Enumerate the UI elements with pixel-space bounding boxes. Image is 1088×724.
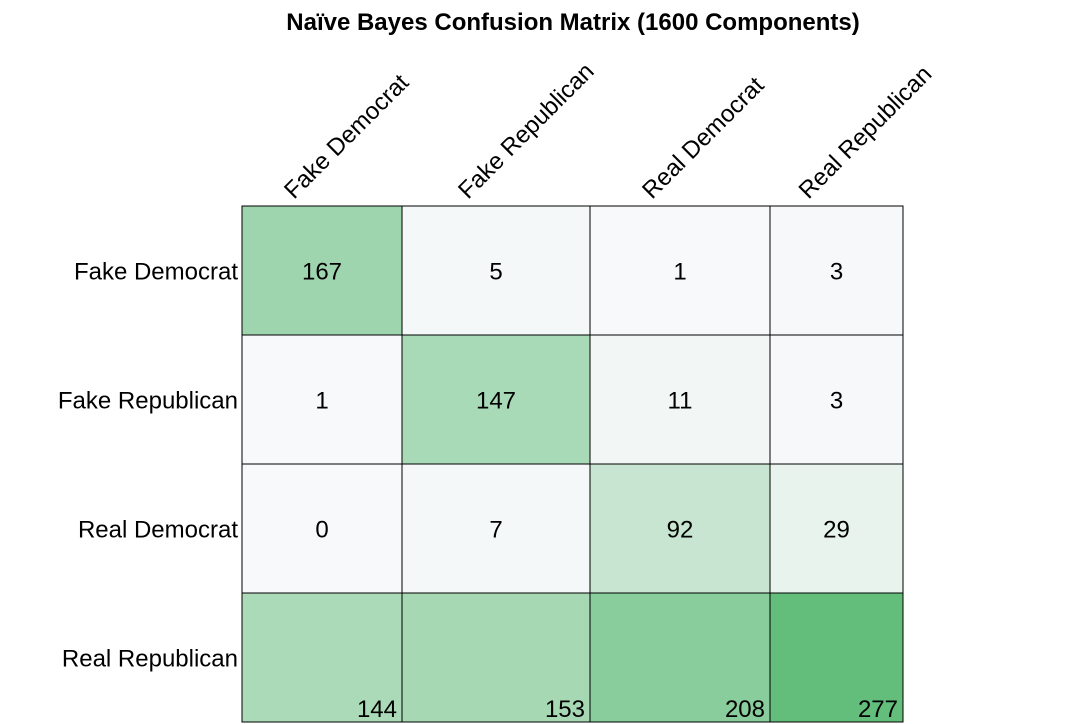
cell-value-label: 3 <box>830 388 843 415</box>
matrix-cell <box>769 463 904 594</box>
cell-value-label: 92 <box>667 517 694 544</box>
cell-value-label: 5 <box>489 259 502 286</box>
matrix-cell <box>769 334 904 465</box>
row-label: Real Democrat <box>78 517 238 544</box>
matrix-cell <box>401 205 591 336</box>
matrix-cell <box>589 592 771 723</box>
matrix-cell <box>401 592 591 723</box>
cell-value-label: 277 <box>858 696 898 723</box>
cell-value-label: 1 <box>673 259 686 286</box>
cell-value-label: 153 <box>545 696 585 723</box>
cell-value-label: 1 <box>315 388 328 415</box>
cell-value-label: 167 <box>302 259 342 286</box>
cell-value-label: 0 <box>315 517 328 544</box>
matrix-cell <box>769 592 904 723</box>
matrix-cell <box>589 205 771 336</box>
cell-value-label: 29 <box>823 517 850 544</box>
cell-value-label: 147 <box>476 388 516 415</box>
chart-title: Naïve Bayes Confusion Matrix (1600 Compo… <box>286 9 859 36</box>
cell-value-label: 144 <box>357 696 397 723</box>
column-labels: Fake Democrat Fake Republican Real Democra… <box>279 58 937 204</box>
matrix-cell <box>241 205 403 336</box>
cell-value-label: 11 <box>668 388 693 415</box>
column-label: Real Democrat <box>637 72 770 205</box>
row-label: Real Republican <box>62 646 238 673</box>
cell-value-label: 7 <box>489 517 502 544</box>
cell-value-label: 3 <box>830 259 843 286</box>
matrix-cell <box>401 463 591 594</box>
row-label: Fake Republican <box>58 388 238 415</box>
column-label: Fake Democrat <box>279 69 414 204</box>
matrix-cell <box>769 205 904 336</box>
matrix-cell <box>589 334 771 465</box>
column-label: Fake Republican <box>453 58 599 204</box>
matrix-cell <box>401 334 591 465</box>
matrix-cell <box>241 592 403 723</box>
matrix-cells: 167 5 1 3 1 147 11 3 0 7 92 29 144 153 208 277 <box>241 205 904 723</box>
cell-value-label: 208 <box>725 696 765 723</box>
row-labels: Fake Democrat Fake Republican Real Democra… <box>58 259 238 673</box>
matrix-cell <box>241 334 403 465</box>
column-label: Real Republican <box>794 61 938 205</box>
row-label: Fake Democrat <box>74 259 238 286</box>
